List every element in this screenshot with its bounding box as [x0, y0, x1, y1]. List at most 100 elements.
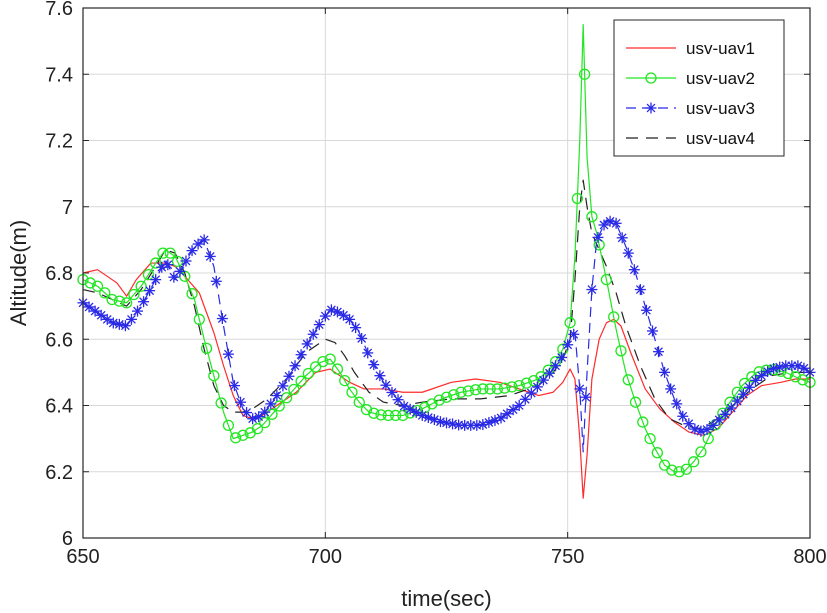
data-point-usv-uav3 [265, 398, 277, 410]
data-point-usv-uav3 [174, 265, 186, 277]
data-point-usv-uav3 [204, 250, 216, 262]
data-point-usv-uav2 [230, 432, 242, 444]
data-point-usv-uav3 [495, 412, 507, 424]
data-point-usv-uav2 [702, 432, 714, 445]
ticks: 650 700 750 800 6 6.2 6.4 6.6 6.8 7 7.2 7.4 7.6 [45, 0, 827, 568]
data-point-usv-uav3 [192, 238, 204, 250]
data-point-usv-uav2 [433, 394, 445, 406]
data-point-usv-uav3 [507, 404, 519, 416]
data-point-usv-uav3 [598, 219, 610, 231]
legend-label: usv-uav4 [686, 129, 755, 148]
data-point-usv-uav3 [592, 231, 604, 243]
series-line-usv-uav4 [82, 179, 810, 430]
legend-marker [645, 102, 657, 114]
data-point-usv-uav3 [574, 383, 586, 395]
y-tick-label: 6.2 [45, 462, 73, 484]
data-point-usv-uav2 [128, 288, 140, 301]
data-point-usv-uav3 [180, 255, 192, 267]
data-point-usv-uav3 [89, 305, 101, 317]
data-point-usv-uav2 [499, 382, 511, 394]
data-point-usv-uav3 [731, 395, 743, 407]
data-point-usv-uav2 [477, 383, 489, 395]
data-point-usv-uav3 [295, 349, 307, 361]
data-point-usv-uav2 [135, 280, 147, 292]
data-point-usv-uav3 [259, 406, 271, 418]
data-point-usv-uav3 [228, 380, 240, 392]
data-point-usv-uav2 [600, 273, 613, 286]
data-point-usv-uav3 [368, 359, 380, 371]
y-tick-label: 6 [62, 528, 73, 550]
data-point-usv-uav3 [513, 400, 525, 411]
data-point-usv-uav3 [271, 390, 283, 402]
data-point-usv-uav2 [520, 377, 533, 389]
data-point-usv-uav3 [392, 394, 404, 406]
legend-entry-usv-uav3: usv-uav3 [626, 99, 755, 118]
data-point-usv-uav3 [568, 328, 580, 340]
data-point-usv-uav2 [666, 464, 678, 476]
data-point-usv-uav2 [644, 432, 656, 445]
data-point-usv-uav2 [622, 374, 634, 386]
data-point-usv-uav3 [162, 259, 174, 271]
y-tick-label: 7.4 [45, 64, 73, 86]
data-point-usv-uav2 [608, 311, 620, 323]
data-point-usv-uav3 [374, 370, 386, 382]
y-tick-label: 7 [62, 197, 73, 219]
data-point-usv-uav2 [200, 342, 213, 355]
data-point-usv-uav3 [646, 325, 658, 337]
data-point-usv-uav3 [362, 347, 374, 359]
y-tick-label: 7.6 [45, 0, 73, 20]
data-point-usv-uav3 [301, 338, 313, 350]
data-point-usv-uav3 [95, 309, 107, 321]
data-point-usv-uav2 [462, 385, 474, 397]
data-point-usv-uav2 [578, 68, 591, 80]
data-point-usv-uav3 [380, 379, 392, 391]
data-point-usv-uav3 [307, 328, 319, 340]
data-point-usv-uav2 [651, 447, 663, 459]
data-point-usv-uav2 [571, 192, 584, 205]
x-tick-label: 700 [309, 546, 342, 568]
x-tick-label: 750 [551, 546, 584, 568]
data-point-usv-uav3 [350, 322, 362, 334]
data-point-usv-uav3 [235, 396, 247, 408]
data-point-usv-uav2 [382, 409, 394, 422]
data-point-usv-uav2 [142, 269, 155, 281]
data-point-usv-uav3 [222, 348, 234, 360]
data-point-usv-uav3 [386, 386, 398, 398]
data-point-usv-uav2 [688, 456, 700, 468]
data-point-usv-uav3 [144, 285, 156, 297]
data-point-usv-uav3 [525, 387, 537, 399]
data-point-usv-uav2 [84, 277, 96, 289]
data-point-usv-uav3 [198, 234, 210, 246]
data-point-usv-uav2 [564, 317, 576, 329]
data-point-usv-uav3 [253, 411, 265, 423]
data-point-usv-uav2 [280, 392, 293, 404]
data-point-usv-uav2 [448, 389, 460, 401]
series-layer [77, 23, 816, 499]
data-point-usv-uav2 [593, 239, 605, 251]
markers-usv-uav3 [77, 215, 816, 437]
legend-marker [645, 72, 657, 84]
series-usv-uav3 [77, 215, 816, 453]
data-point-usv-uav3 [622, 247, 634, 259]
data-point-usv-uav3 [562, 339, 574, 351]
data-point-usv-uav3 [640, 304, 652, 316]
data-point-usv-uav3 [138, 296, 150, 308]
data-point-usv-uav3 [283, 370, 295, 382]
y-tick-label: 6.8 [45, 263, 73, 285]
data-point-usv-uav2 [251, 423, 264, 435]
data-point-usv-uav2 [237, 429, 249, 441]
data-point-usv-uav2 [389, 409, 402, 422]
y-tick-label: 6.4 [45, 396, 73, 418]
data-point-usv-uav3 [556, 351, 568, 363]
legend-label: usv-uav3 [686, 99, 755, 118]
data-point-usv-uav2 [440, 391, 453, 403]
data-point-usv-uav2 [513, 379, 525, 392]
data-point-usv-uav3 [659, 366, 671, 378]
data-point-usv-uav3 [634, 284, 646, 296]
data-point-usv-uav3 [749, 374, 761, 386]
data-point-usv-uav2 [164, 247, 176, 259]
data-point-usv-uav2 [695, 446, 707, 458]
data-point-usv-uav2 [208, 370, 220, 382]
y-tick-label: 7.2 [45, 131, 73, 153]
data-point-usv-uav2 [273, 400, 285, 412]
